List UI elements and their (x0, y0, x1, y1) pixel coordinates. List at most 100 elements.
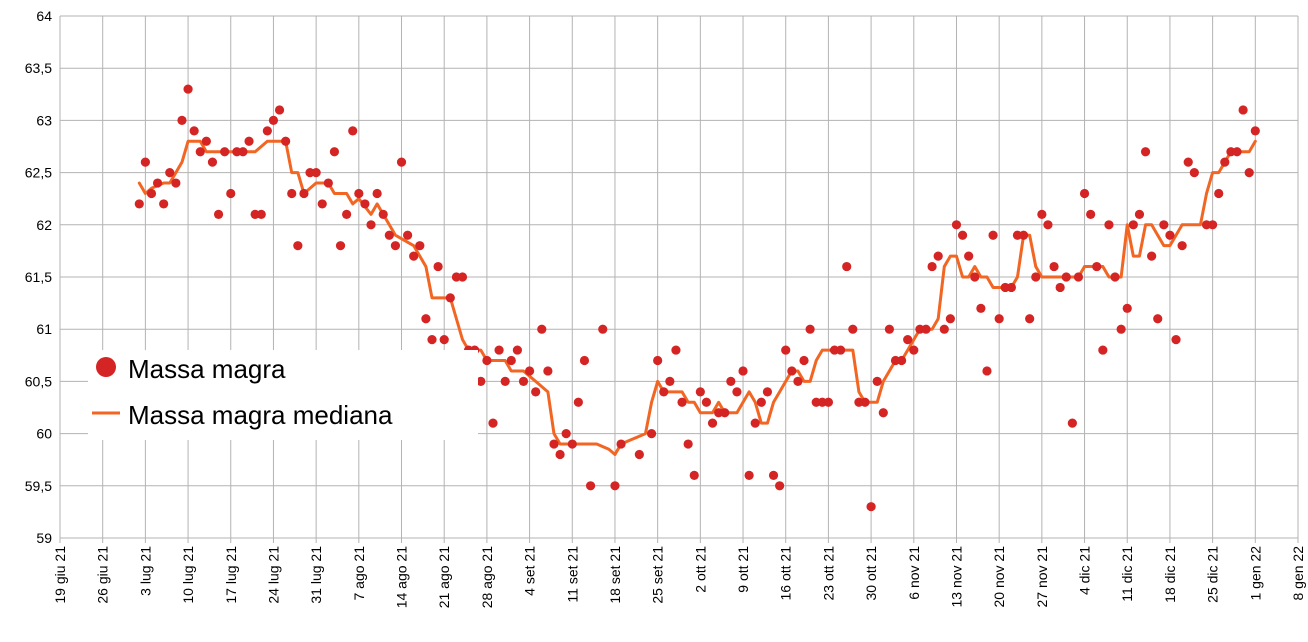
data-point (976, 303, 986, 313)
data-point (177, 115, 187, 125)
x-tick-label: 3 lug 21 (137, 546, 153, 596)
data-point (720, 408, 730, 418)
data-point (201, 136, 211, 146)
data-point (732, 387, 742, 397)
data-point (671, 345, 681, 355)
data-point (768, 470, 779, 480)
data-point (695, 387, 705, 397)
data-point (207, 157, 218, 167)
data-point (335, 241, 346, 251)
data-point (842, 261, 852, 272)
data-point (488, 418, 498, 428)
data-point (951, 220, 962, 230)
x-tick-label: 4 dic 21 (1077, 546, 1093, 595)
data-point (1025, 314, 1035, 324)
x-tick-label: 13 nov 21 (948, 546, 964, 608)
x-tick-label: 31 lug 21 (308, 546, 324, 604)
y-tick-label: 64 (36, 8, 52, 24)
data-point (1104, 220, 1114, 230)
data-point (366, 220, 376, 230)
data-point (897, 355, 907, 366)
x-tick-label: 18 dic 21 (1162, 546, 1178, 603)
data-point (561, 429, 571, 439)
data-point (152, 178, 163, 188)
data-point (573, 397, 583, 407)
data-point (1208, 220, 1218, 230)
data-point (646, 429, 657, 439)
legend-background (88, 350, 478, 440)
data-point (1031, 272, 1041, 282)
data-point (579, 355, 590, 366)
data-point (793, 376, 803, 386)
data-point (567, 439, 577, 449)
data-point (756, 397, 766, 407)
data-point (1006, 282, 1016, 293)
data-point (927, 261, 937, 272)
x-tick-label: 23 ott 21 (820, 546, 836, 601)
x-tick-label: 10 lug 21 (180, 546, 196, 604)
x-tick-label: 9 ott 21 (735, 546, 751, 593)
x-tick-label: 17 lug 21 (223, 546, 239, 604)
data-point (823, 397, 834, 407)
data-point (903, 335, 913, 345)
y-tick-label: 60 (36, 426, 52, 442)
data-point (1067, 418, 1077, 428)
legend-label-massa-magra: Massa magra (128, 354, 286, 384)
data-point (189, 126, 199, 136)
data-point (866, 502, 876, 512)
data-point (244, 136, 254, 146)
data-point (1159, 220, 1169, 230)
data-point (256, 209, 266, 219)
x-tick-label: 30 ott 21 (863, 546, 879, 601)
data-point (140, 157, 150, 167)
data-point (933, 251, 943, 261)
data-point (537, 324, 547, 334)
data-point (957, 230, 968, 240)
x-tick-label: 18 set 21 (607, 546, 623, 604)
data-point (610, 481, 620, 491)
data-point (146, 188, 157, 199)
data-point (171, 178, 181, 188)
data-point (396, 157, 407, 167)
data-point (354, 188, 364, 199)
data-point (1086, 209, 1096, 219)
data-point (1214, 188, 1224, 199)
data-point (707, 418, 718, 428)
data-point (531, 387, 541, 397)
data-point (494, 345, 504, 355)
data-point (1122, 303, 1132, 313)
x-tick-label: 24 lug 21 (265, 546, 281, 604)
x-tick-label: 8 gen 22 (1290, 546, 1306, 601)
x-tick-label: 11 set 21 (564, 546, 580, 603)
data-point (348, 126, 358, 136)
x-tick-label: 20 nov 21 (991, 546, 1007, 608)
data-point (372, 188, 382, 199)
y-tick-label: 59 (36, 530, 52, 546)
data-point (384, 230, 394, 240)
data-point (634, 449, 644, 460)
data-point (1128, 220, 1138, 230)
data-point (543, 366, 553, 376)
data-point (909, 345, 919, 355)
y-tick-label: 60,5 (25, 373, 52, 389)
data-point (421, 314, 431, 324)
x-tick-label: 27 nov 21 (1034, 546, 1050, 608)
data-point (939, 324, 949, 334)
grid (59, 15, 1299, 543)
data-point (268, 115, 279, 125)
data-point (287, 188, 297, 199)
data-point (512, 345, 522, 355)
data-point (433, 261, 443, 272)
data-point (921, 324, 931, 334)
data-point (1037, 209, 1047, 219)
data-point (274, 105, 285, 115)
data-point (1079, 188, 1090, 199)
data-point (1183, 157, 1193, 167)
data-point (738, 366, 748, 376)
data-point (195, 147, 205, 157)
data-point (1147, 251, 1157, 261)
data-point (159, 199, 169, 209)
data-point (988, 230, 998, 240)
legend: Massa magra Massa magra mediana (88, 350, 478, 440)
